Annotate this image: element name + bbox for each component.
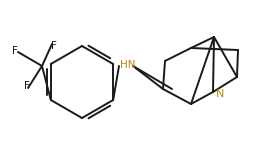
Text: F: F — [51, 41, 57, 51]
Text: F: F — [24, 81, 30, 91]
Text: F: F — [12, 46, 18, 56]
Text: N: N — [216, 89, 224, 99]
Text: HN: HN — [120, 60, 136, 70]
